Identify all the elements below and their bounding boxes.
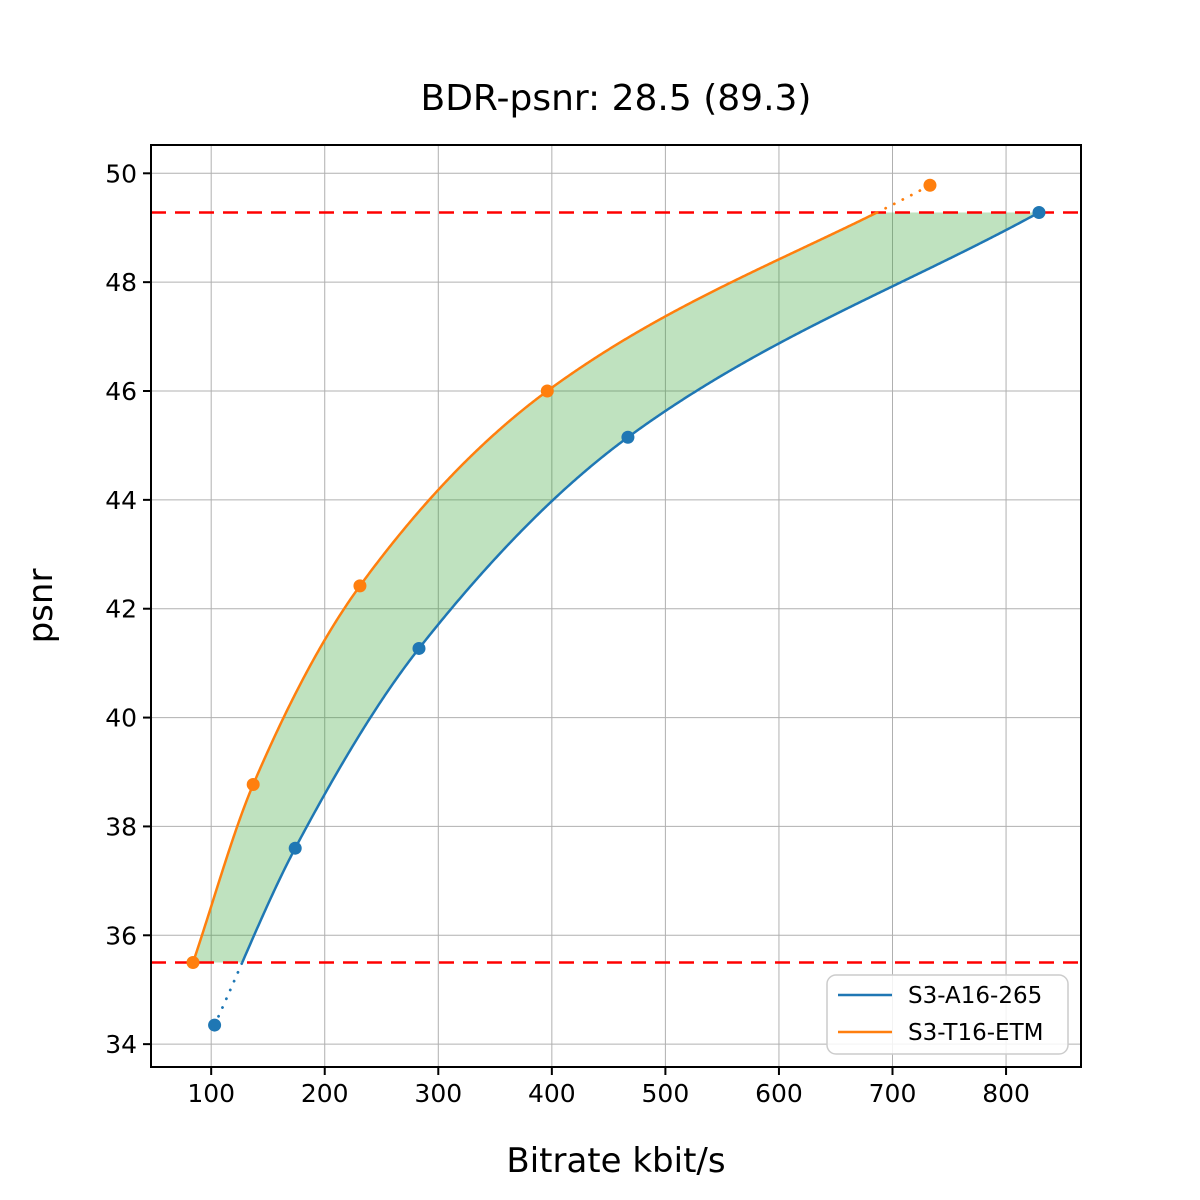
tick-labels: 100 200 300 400 500 600 700 800 34 36 38 40 42 44 46 48… (105, 159, 1030, 1108)
plot-frame (150, 144, 1082, 1068)
y-tick-label: 40 (105, 704, 137, 733)
legend-label-series-1: S3-T16-ETM (908, 1020, 1043, 1046)
data-point-series-1 (186, 956, 200, 969)
y-tick-label: 48 (105, 268, 137, 297)
x-tick-label: 500 (642, 1079, 690, 1108)
data-point-series-1 (246, 778, 260, 792)
data-point-series-0 (412, 641, 426, 655)
rd-curve-solid-0 (241, 211, 1040, 963)
data-point-series-0 (621, 430, 635, 444)
y-tick-label: 46 (105, 377, 137, 406)
axis-ticks (143, 172, 1008, 1075)
x-tick-label: 200 (301, 1079, 349, 1108)
x-tick-label: 400 (528, 1079, 576, 1108)
chart-title: BDR-psnr: 28.5 (89.3) (421, 78, 812, 119)
x-tick-label: 600 (755, 1079, 803, 1108)
y-tick-label: 36 (105, 921, 137, 950)
data-point-series-0 (288, 841, 302, 855)
x-tick-label: 800 (982, 1079, 1030, 1108)
y-tick-label: 44 (105, 486, 137, 515)
y-tick-label: 50 (105, 159, 137, 188)
bd-area-polygon (193, 212, 1039, 963)
y-tick-label: 38 (105, 812, 137, 841)
y-tick-label: 42 (105, 595, 137, 624)
integration-bounds (151, 211, 1081, 964)
x-tick-label: 700 (869, 1079, 917, 1108)
data-point-series-0 (208, 1018, 222, 1032)
rd-curve-solid-1 (191, 211, 878, 963)
rd-curve-dotted-1 (875, 183, 932, 214)
legend-label-series-0: S3-A16-265 (908, 983, 1042, 1009)
x-tick-label: 100 (187, 1079, 235, 1108)
legend: S3-A16-265 S3-T16-ETM (826, 974, 1069, 1055)
x-tick-label: 300 (414, 1079, 462, 1108)
y-tick-label: 34 (105, 1030, 137, 1059)
grid-lines (151, 145, 1081, 1067)
data-point-series-1 (353, 579, 367, 593)
y-axis-label: psnr (21, 569, 61, 644)
rd-curve-dotted-0 (213, 961, 244, 1027)
data-point-markers (186, 178, 1046, 1032)
bd-area-fill (193, 212, 1039, 963)
data-point-series-1 (540, 384, 554, 398)
x-axis-label: Bitrate kbit/s (506, 1141, 725, 1181)
rd-curves (191, 183, 1040, 1027)
data-point-series-1 (923, 178, 937, 192)
data-point-series-0 (1032, 205, 1046, 219)
